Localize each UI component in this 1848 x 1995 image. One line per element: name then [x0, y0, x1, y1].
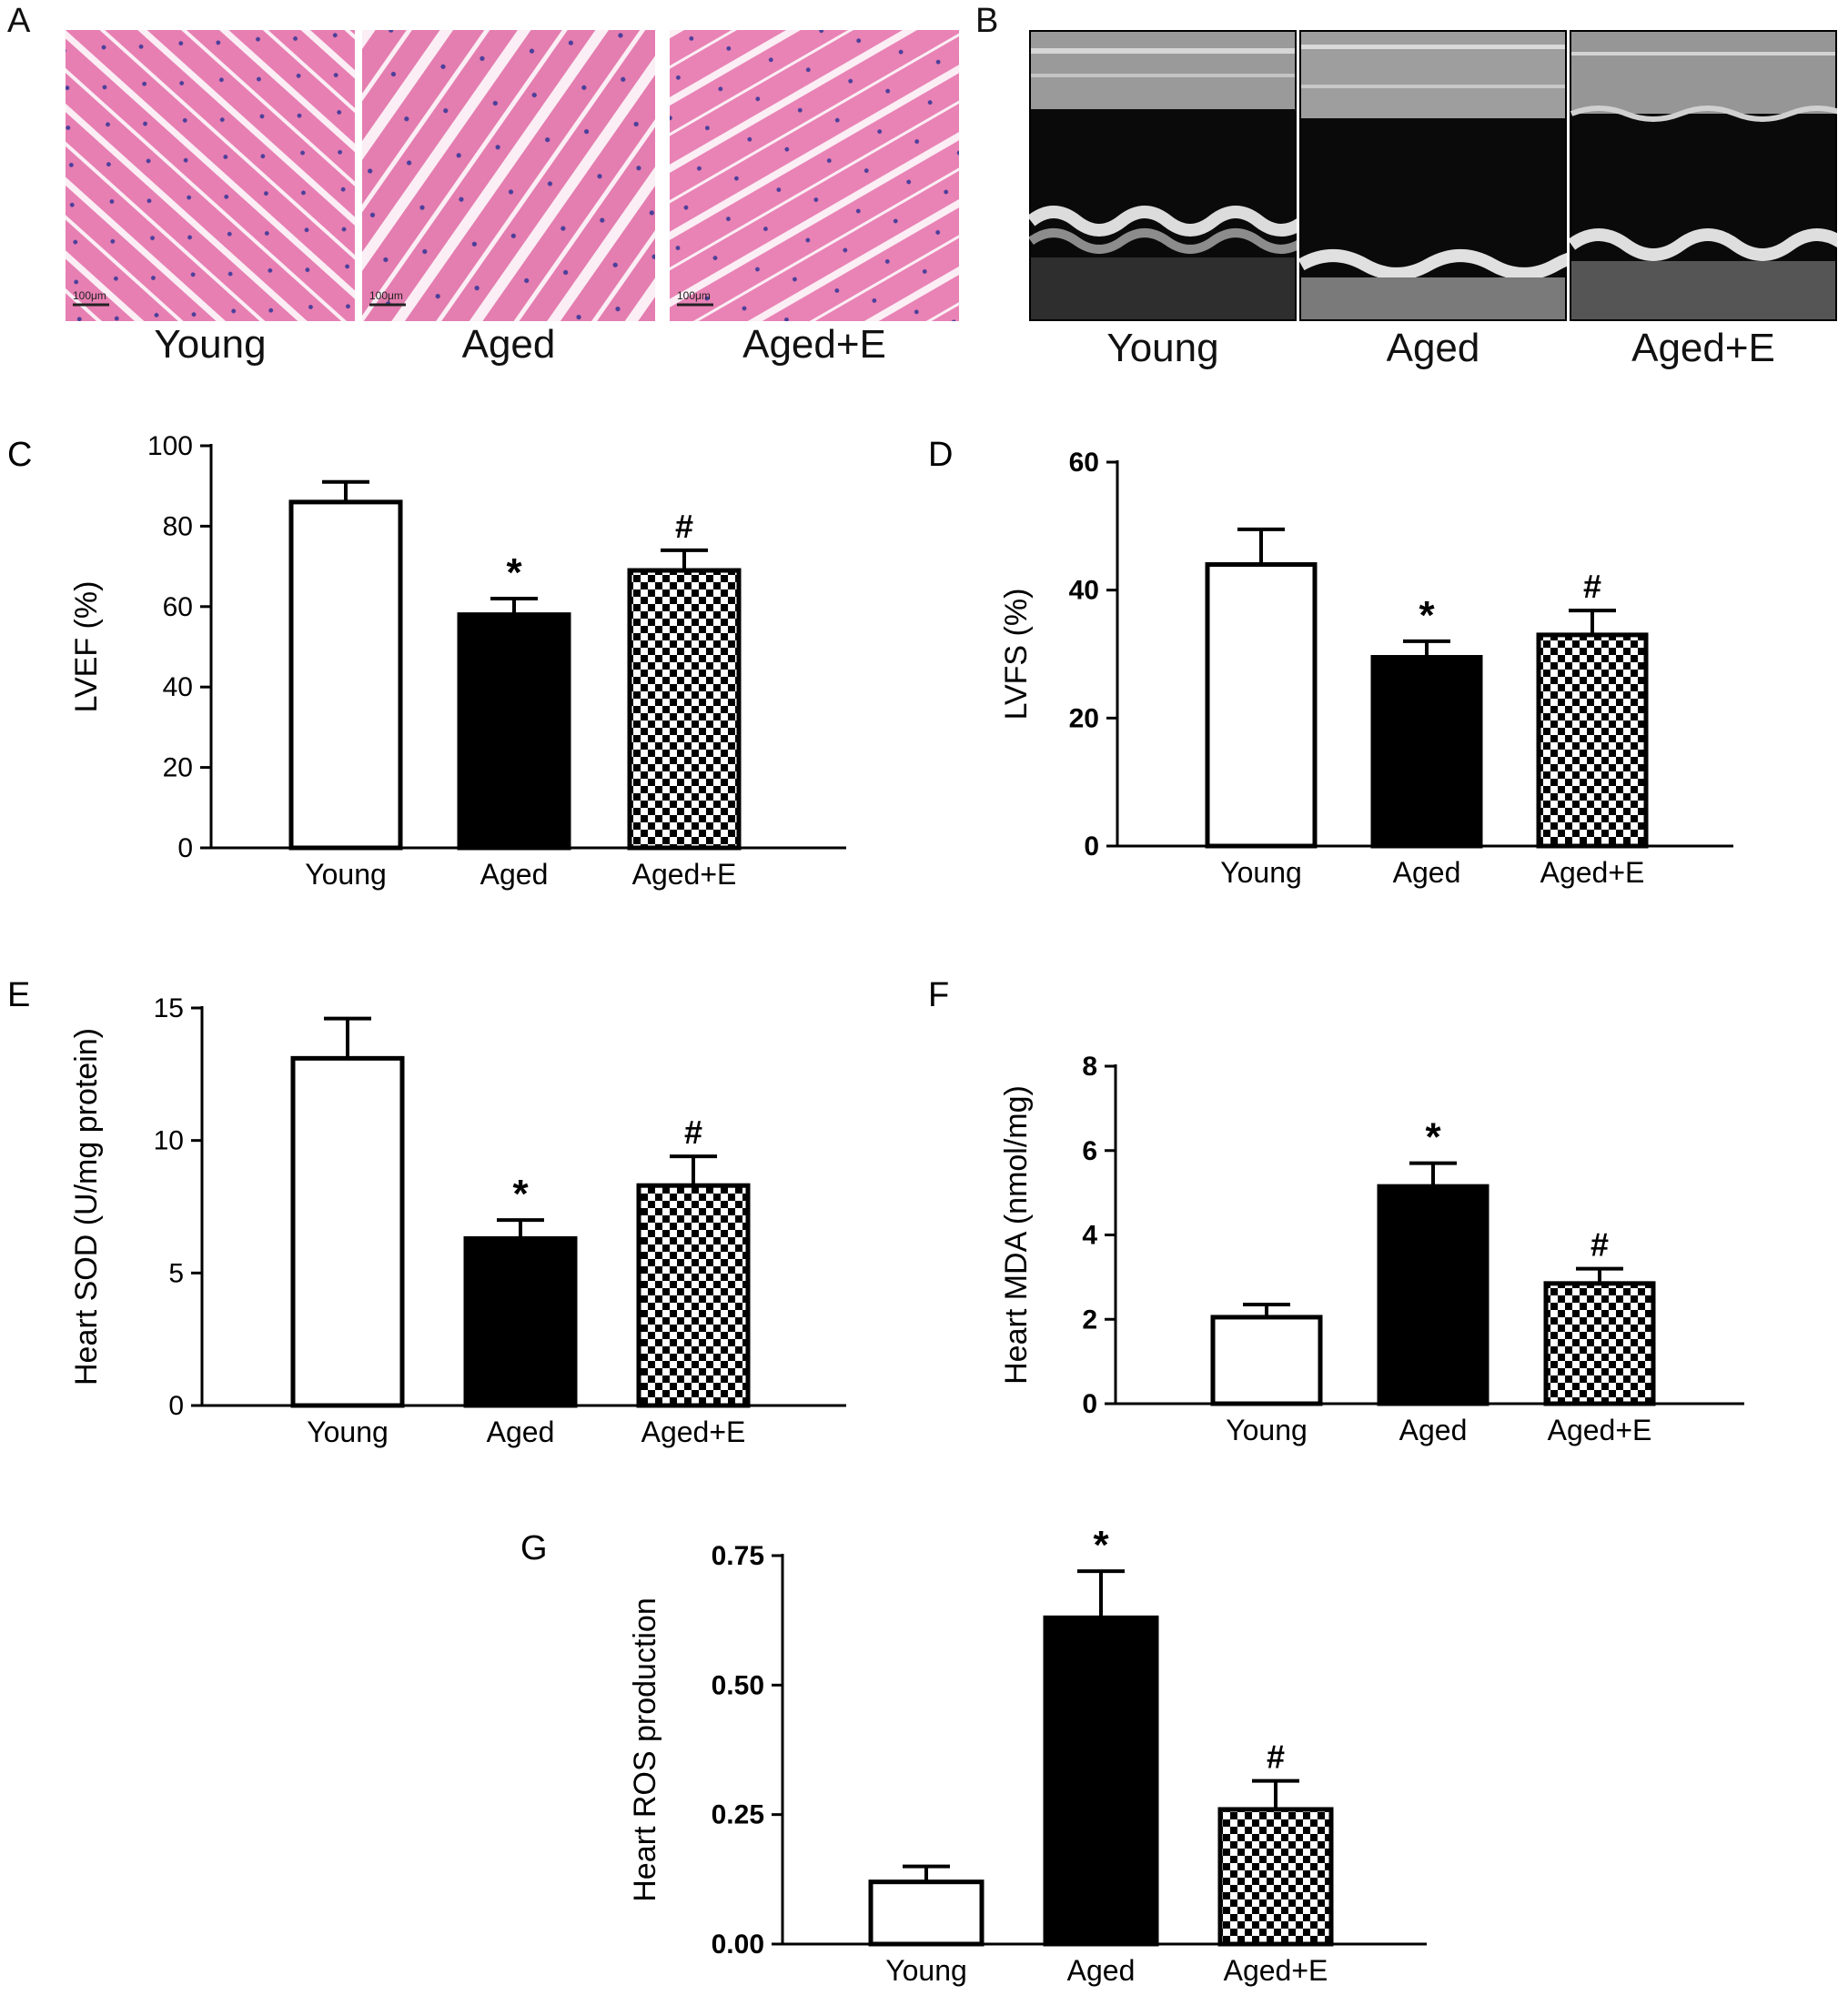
panel-label-f: F	[928, 976, 949, 1014]
category-label-d: Aged+E	[1540, 856, 1645, 889]
caption-a-young: Young	[154, 322, 267, 367]
y-tick-label-g: 0.25	[712, 1800, 764, 1830]
bar-g	[1043, 1615, 1159, 1947]
category-label-f: Aged+E	[1548, 1414, 1652, 1446]
y-tick-label-c: 60	[163, 592, 193, 622]
significance-mark-c: *	[506, 550, 522, 595]
bar-d	[1370, 655, 1483, 849]
y-tick-label-d: 0	[1084, 831, 1099, 861]
y-tick-label-d: 60	[1069, 448, 1099, 478]
significance-mark-f: *	[1425, 1115, 1441, 1160]
bar-e	[463, 1235, 578, 1408]
histology-aged-e-image: 100μm	[670, 30, 959, 321]
scale-bar-label: 100μm	[73, 289, 106, 302]
y-axis-label-d: LVFS (%)	[999, 589, 1034, 720]
category-label-g: Aged	[1067, 1954, 1136, 1987]
panel-label-g: G	[520, 1529, 548, 1567]
bar-f	[1210, 1315, 1323, 1406]
y-tick-label-f: 6	[1082, 1136, 1097, 1166]
panel-label-c: C	[7, 436, 32, 474]
y-axis-label-g: Heart ROS production	[628, 1597, 662, 1902]
category-label-d: Aged	[1393, 856, 1461, 889]
bar-e	[290, 1055, 405, 1408]
y-tick-label-e: 15	[154, 993, 184, 1023]
y-tick-label-g: 0.00	[712, 1930, 764, 1960]
y-tick-label-e: 5	[168, 1258, 184, 1288]
caption-b-aged: Aged	[1386, 326, 1480, 370]
category-label-f: Young	[1226, 1414, 1308, 1446]
y-tick-label-c: 20	[163, 753, 193, 783]
y-tick-label-c: 100	[147, 431, 193, 461]
significance-mark-e: #	[684, 1113, 702, 1151]
y-tick-label-f: 2	[1082, 1305, 1097, 1335]
bar-d	[1205, 562, 1318, 849]
category-label-c: Aged	[480, 858, 549, 891]
significance-mark-f: #	[1590, 1226, 1609, 1264]
category-label-e: Aged+E	[641, 1416, 746, 1448]
caption-b-aged-e: Aged+E	[1631, 326, 1775, 370]
bar-g	[1217, 1807, 1334, 1947]
y-tick-label-e: 0	[168, 1391, 184, 1421]
significance-mark-d: #	[1583, 568, 1601, 605]
echo-aged-image	[1298, 30, 1623, 321]
y-tick-label-f: 0	[1082, 1389, 1097, 1419]
echo-aged-e-image	[1567, 30, 1848, 321]
y-tick-label-g: 0.50	[712, 1670, 764, 1700]
y-axis-label-e: Heart SOD (U/mg protein)	[69, 1028, 104, 1385]
y-tick-label-g: 0.75	[712, 1541, 764, 1571]
bar-f	[1377, 1184, 1490, 1406]
y-tick-label-c: 0	[177, 833, 193, 863]
bar-d	[1536, 632, 1649, 849]
panel-label-e: E	[7, 976, 30, 1014]
y-tick-label-e: 10	[154, 1126, 184, 1156]
category-label-e: Young	[307, 1416, 389, 1448]
category-label-g: Young	[885, 1954, 967, 1987]
panel-label-b: B	[975, 2, 999, 40]
echo-young-image	[1026, 30, 1308, 321]
category-label-e: Aged	[487, 1416, 555, 1448]
y-tick-label-d: 40	[1069, 576, 1099, 606]
significance-mark-d: *	[1419, 593, 1435, 638]
bar-g	[868, 1879, 985, 1947]
y-axis-label-f: Heart MDA (nmol/mg)	[999, 1085, 1034, 1385]
significance-mark-g: *	[1093, 1523, 1109, 1567]
y-tick-label-c: 80	[163, 511, 193, 541]
significance-mark-g: #	[1267, 1738, 1285, 1776]
y-tick-label-d: 20	[1069, 703, 1099, 733]
panel-label-d: D	[928, 436, 953, 474]
bar-f	[1543, 1281, 1656, 1406]
caption-b-young: Young	[1106, 326, 1219, 370]
bar-c	[288, 499, 403, 851]
histology-aged-image: 100μm	[362, 30, 655, 321]
y-tick-label-c: 40	[163, 672, 193, 702]
significance-mark-e: *	[512, 1172, 529, 1216]
histology-young-image: 100μm	[66, 30, 355, 321]
bar-e	[636, 1183, 751, 1408]
category-label-d: Young	[1220, 856, 1302, 889]
panel-label-a: A	[7, 2, 31, 40]
scale-bar-label: 100μm	[677, 289, 711, 302]
y-tick-label-f: 8	[1082, 1052, 1097, 1082]
caption-a-aged: Aged	[461, 322, 556, 367]
y-tick-label-f: 4	[1082, 1221, 1097, 1251]
category-label-c: Aged+E	[632, 858, 737, 891]
caption-a-aged-e: Aged+E	[742, 322, 886, 367]
category-label-c: Young	[305, 858, 387, 891]
bar-c	[457, 612, 571, 851]
y-axis-label-c: LVEF (%)	[69, 581, 104, 713]
bar-c	[627, 568, 742, 851]
category-label-f: Aged	[1399, 1414, 1468, 1446]
category-label-g: Aged+E	[1224, 1954, 1328, 1987]
significance-mark-c: #	[675, 508, 693, 545]
scale-bar-label: 100μm	[369, 289, 403, 302]
